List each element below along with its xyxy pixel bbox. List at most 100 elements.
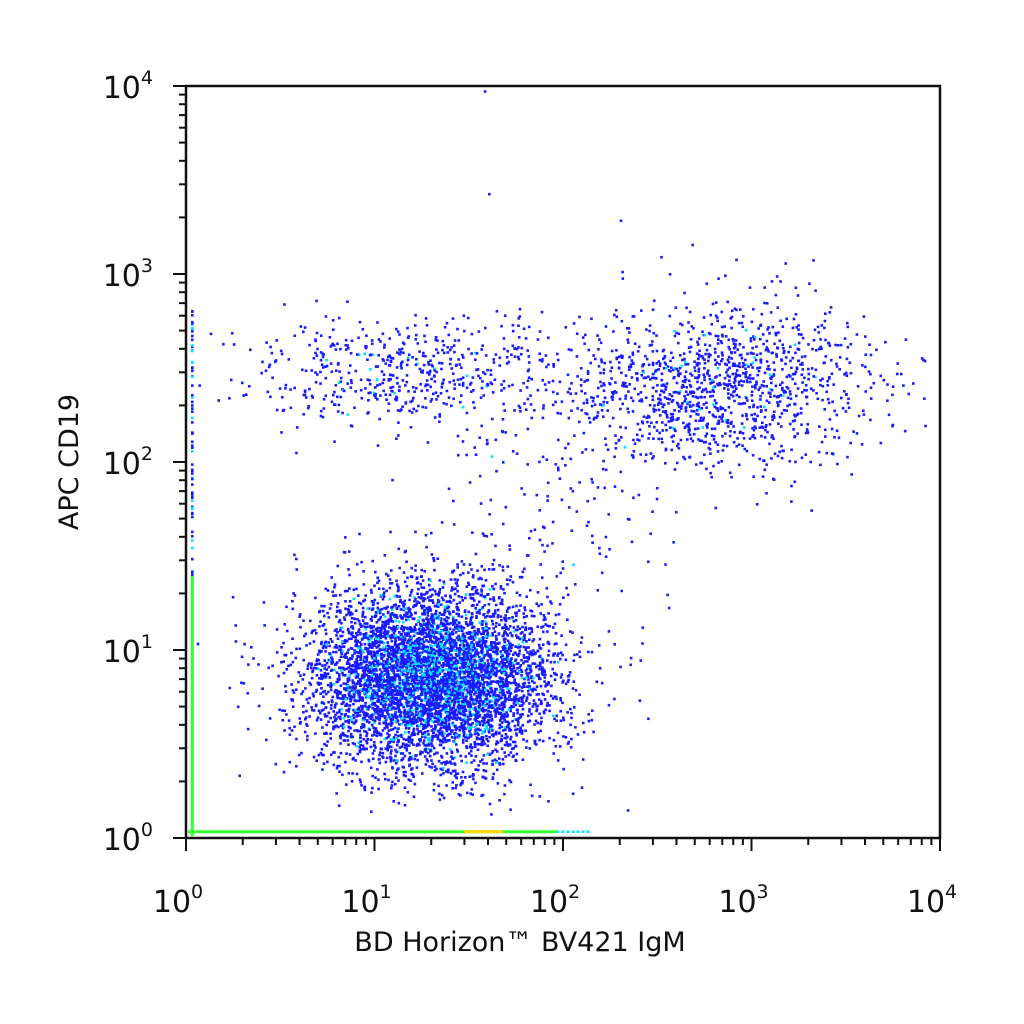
event-dot <box>456 647 459 650</box>
event-dot <box>372 632 375 635</box>
event-dot <box>387 620 391 623</box>
event-dot <box>502 716 506 720</box>
event-dot <box>396 715 400 718</box>
event-dot <box>522 702 525 705</box>
event-dot <box>538 637 542 641</box>
event-dot <box>415 650 419 654</box>
event-dot <box>385 635 389 638</box>
event-dot <box>549 660 553 664</box>
event-dot <box>394 748 397 752</box>
event-dot <box>482 723 485 727</box>
event-dot <box>528 653 531 656</box>
event-dot <box>378 661 381 664</box>
event-dot <box>349 715 353 719</box>
event-dot <box>327 711 331 715</box>
event-dot <box>568 671 572 674</box>
event-dot <box>448 594 452 598</box>
event-dot <box>514 744 517 748</box>
event-dot <box>443 618 446 621</box>
event-dot <box>439 715 442 719</box>
event-dot <box>345 613 348 617</box>
event-dot <box>607 703 611 707</box>
event-dot <box>474 714 478 717</box>
event-dot <box>440 641 443 644</box>
event-dot <box>305 722 308 726</box>
event-dot <box>480 737 483 741</box>
event-dot <box>402 647 406 650</box>
event-dot <box>345 662 349 665</box>
event-dot <box>478 663 481 666</box>
event-dot <box>336 637 340 641</box>
event-dot <box>509 735 513 739</box>
event-dot <box>432 664 436 667</box>
event-dot <box>464 656 468 659</box>
event-dot <box>474 591 478 595</box>
event-dot <box>478 684 482 687</box>
event-dot <box>486 614 489 618</box>
event-dot <box>368 715 371 719</box>
event-dot <box>402 642 405 646</box>
event-dot <box>444 657 447 661</box>
event-dot <box>383 554 387 557</box>
event-dot <box>449 632 452 635</box>
event-dot <box>379 635 383 638</box>
event-dot <box>394 696 397 700</box>
event-dot <box>408 764 411 768</box>
event-dot <box>309 666 313 670</box>
event-dot <box>421 682 424 686</box>
event-dot <box>424 662 428 665</box>
event-dot <box>383 695 387 698</box>
event-dot <box>485 622 488 625</box>
event-dot <box>559 719 563 722</box>
event-dot <box>382 635 385 638</box>
event-dot <box>236 705 240 709</box>
event-dot <box>429 617 432 621</box>
event-dot <box>536 649 540 653</box>
event-dot <box>544 673 547 676</box>
event-dot <box>424 533 428 537</box>
event-dot <box>352 722 356 725</box>
event-dot <box>468 659 472 662</box>
event-dot <box>412 644 416 648</box>
event-dot <box>395 595 399 598</box>
event-dot <box>497 665 500 668</box>
event-dot <box>542 614 546 617</box>
event-dot <box>427 708 430 712</box>
event-dot <box>437 719 440 722</box>
event-dot <box>301 690 305 693</box>
event-dot <box>487 714 490 717</box>
event-dot <box>418 616 421 619</box>
event-dot <box>367 721 371 724</box>
event-dot <box>385 607 388 610</box>
event-dot <box>545 682 549 686</box>
event-dot <box>430 693 434 696</box>
event-dot <box>452 617 455 621</box>
event-dot <box>452 732 456 735</box>
event-dot <box>463 678 466 681</box>
event-dot <box>400 703 404 707</box>
event-dot <box>373 708 377 711</box>
event-dot <box>392 664 395 667</box>
event-dot <box>363 658 367 662</box>
event-dot <box>470 568 473 571</box>
event-dot <box>369 644 373 647</box>
event-dot <box>419 597 423 600</box>
event-dot <box>427 630 431 634</box>
event-dot <box>424 763 428 766</box>
event-dot <box>554 632 558 635</box>
event-dot <box>485 725 489 729</box>
event-dot <box>411 773 415 777</box>
event-dot <box>435 692 439 696</box>
event-dot <box>548 736 551 740</box>
event-dot <box>326 611 329 615</box>
event-dot <box>571 631 574 634</box>
event-dot <box>470 597 473 600</box>
event-dot <box>294 688 298 691</box>
event-dot <box>444 594 447 597</box>
event-dot <box>507 652 511 656</box>
event-dot <box>412 671 416 674</box>
event-dot <box>356 633 359 637</box>
event-dot <box>451 632 454 636</box>
event-dot <box>561 701 564 705</box>
event-dot <box>499 650 502 653</box>
